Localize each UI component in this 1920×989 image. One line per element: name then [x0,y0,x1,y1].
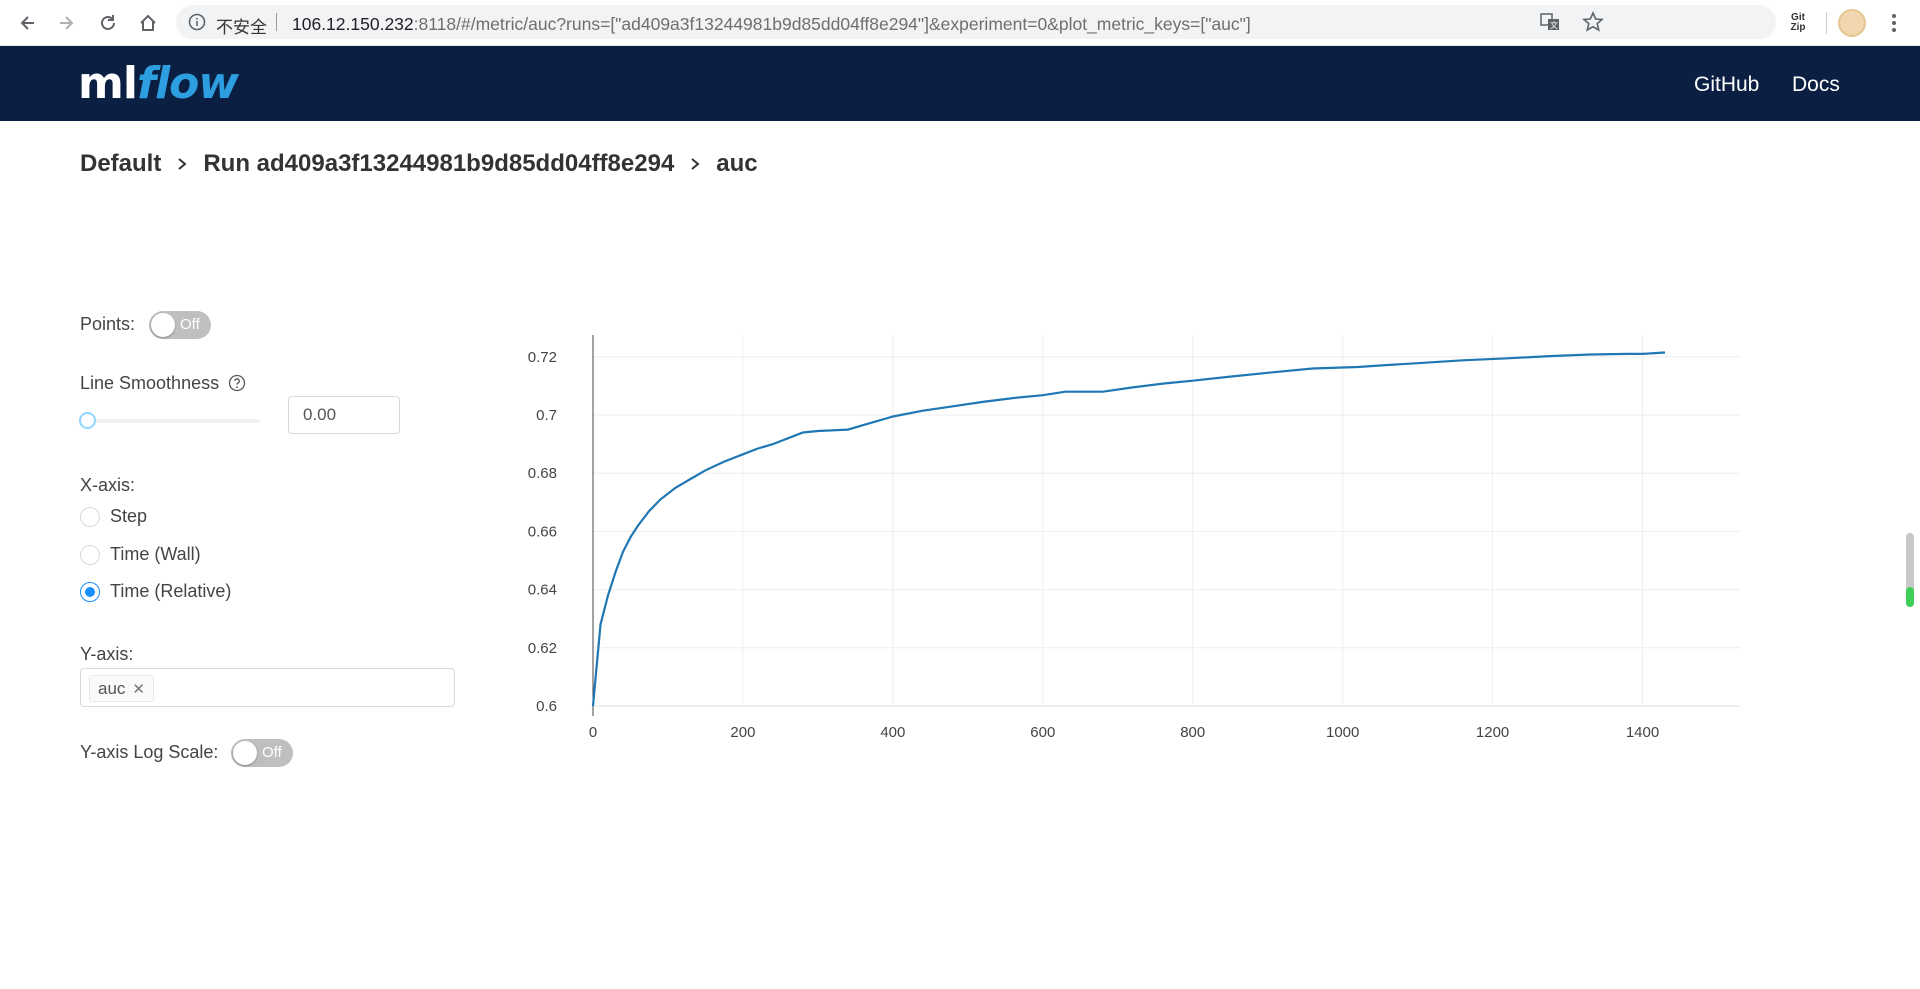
points-toggle-label: Off [180,316,200,333]
omnibox-divider [276,13,277,31]
ylog-toggle-label: Off [262,744,282,761]
toggle-knob [151,313,175,337]
toggle-knob [233,741,257,765]
gitzip-label-bottom: Zip [1790,22,1806,33]
security-status: 不安全 [216,18,267,38]
browser-toolbar: 不安全 106.12.150.232:8118/#/metric/auc?run… [0,0,1920,46]
xaxis-label: X-axis: [80,475,136,495]
translate-icon[interactable]: 文 [1540,12,1560,32]
smoothness-slider-handle[interactable] [79,412,96,429]
points-label: Points: [80,314,136,334]
home-button[interactable] [134,9,162,37]
y-tick-label: 0.66 [528,523,557,540]
back-arrow-icon [20,16,34,30]
points-toggle[interactable]: Off [149,311,211,339]
x-tick-label: 1200 [1476,724,1509,741]
reload-icon [101,15,115,30]
breadcrumb-run[interactable]: Run ad409a3f13244981b9d85dd04ff8e294 [203,150,675,177]
home-icon [140,14,156,31]
xaxis-time-wall-radio[interactable] [80,545,100,565]
help-icon[interactable] [228,374,246,392]
breadcrumb-metric: auc [716,150,758,177]
xaxis-step-radio[interactable] [80,507,100,527]
x-tick-label: 400 [880,724,905,741]
svg-text:文: 文 [1550,20,1558,30]
more-menu-icon[interactable] [1880,9,1908,37]
gitzip-extension-icon[interactable]: Git Zip [1784,9,1812,37]
address-bar[interactable]: 不安全 106.12.150.232:8118/#/metric/auc?run… [176,5,1776,39]
url-text[interactable]: 106.12.150.232:8118/#/metric/auc?runs=["… [292,14,1251,35]
y-tick-label: 0.62 [528,640,557,657]
chevron-right-icon [178,158,187,170]
toolbar-divider [1826,12,1827,34]
yaxis-tag: auc ✕ [89,675,154,702]
chevron-right-icon [691,158,700,170]
breadcrumb: Default Run ad409a3f13244981b9d85dd04ff8… [80,150,758,178]
xaxis-time-wall-label[interactable]: Time (Wall) [110,544,201,564]
xaxis-time-relative-radio[interactable] [80,582,100,602]
metric-chart[interactable]: 0 200 400 600 800 1000 1200 1400 0.6 0.62 0.64 0.66… [490,320,1760,760]
remove-tag-icon[interactable]: ✕ [132,680,145,698]
y-tick-label: 0.6 [536,698,557,715]
page-scroll-indicator[interactable] [1906,533,1914,607]
y-tick-label: 0.72 [528,349,557,366]
breadcrumb-experiment[interactable]: Default [80,150,162,177]
logo-ml: ml [78,58,138,109]
x-tick-label: 800 [1180,724,1205,741]
profile-avatar[interactable] [1838,9,1866,37]
docs-link[interactable]: Docs [1792,73,1840,96]
yaxis-label: Y-axis: [80,644,134,664]
x-tick-label: 1000 [1326,724,1359,741]
url-host: 106.12.150.232 [292,14,414,34]
github-link[interactable]: GitHub [1694,73,1760,96]
info-icon[interactable] [188,13,206,31]
back-button[interactable] [14,9,42,37]
reload-button[interactable] [94,9,122,37]
y-tick-label: 0.7 [536,407,557,424]
app-header: ml flow GitHub Docs [0,46,1920,121]
logo-flow: flow [136,58,239,109]
yaxis-select[interactable]: auc ✕ [80,668,455,707]
x-tick-label: 600 [1030,724,1055,741]
forward-button[interactable] [52,9,80,37]
forward-arrow-icon [60,16,74,30]
x-tick-label: 0 [589,724,597,741]
ylog-toggle[interactable]: Off [231,739,293,767]
smoothness-label: Line Smoothness [80,373,220,393]
scroll-indicator-highlight [1906,587,1914,607]
x-tick-label: 200 [730,724,755,741]
url-path: :8118/#/metric/auc?runs=["ad409a3f132449… [413,14,1251,34]
y-tick-label: 0.64 [528,582,557,599]
yaxis-tag-label: auc [98,678,126,698]
xaxis-step-label[interactable]: Step [110,506,148,526]
xaxis-time-relative-label[interactable]: Time (Relative) [110,581,232,601]
x-tick-label: 1400 [1626,724,1659,741]
y-tick-label: 0.68 [528,465,557,482]
mlflow-logo[interactable]: ml flow [78,54,239,114]
ylog-label: Y-axis Log Scale: [80,742,219,762]
smoothness-slider-track[interactable] [86,419,260,423]
series-line-auc [591,351,1666,707]
smoothness-input[interactable] [288,396,400,434]
gitzip-label-top: Git [1791,12,1805,23]
bookmark-star-icon[interactable] [1582,11,1604,33]
